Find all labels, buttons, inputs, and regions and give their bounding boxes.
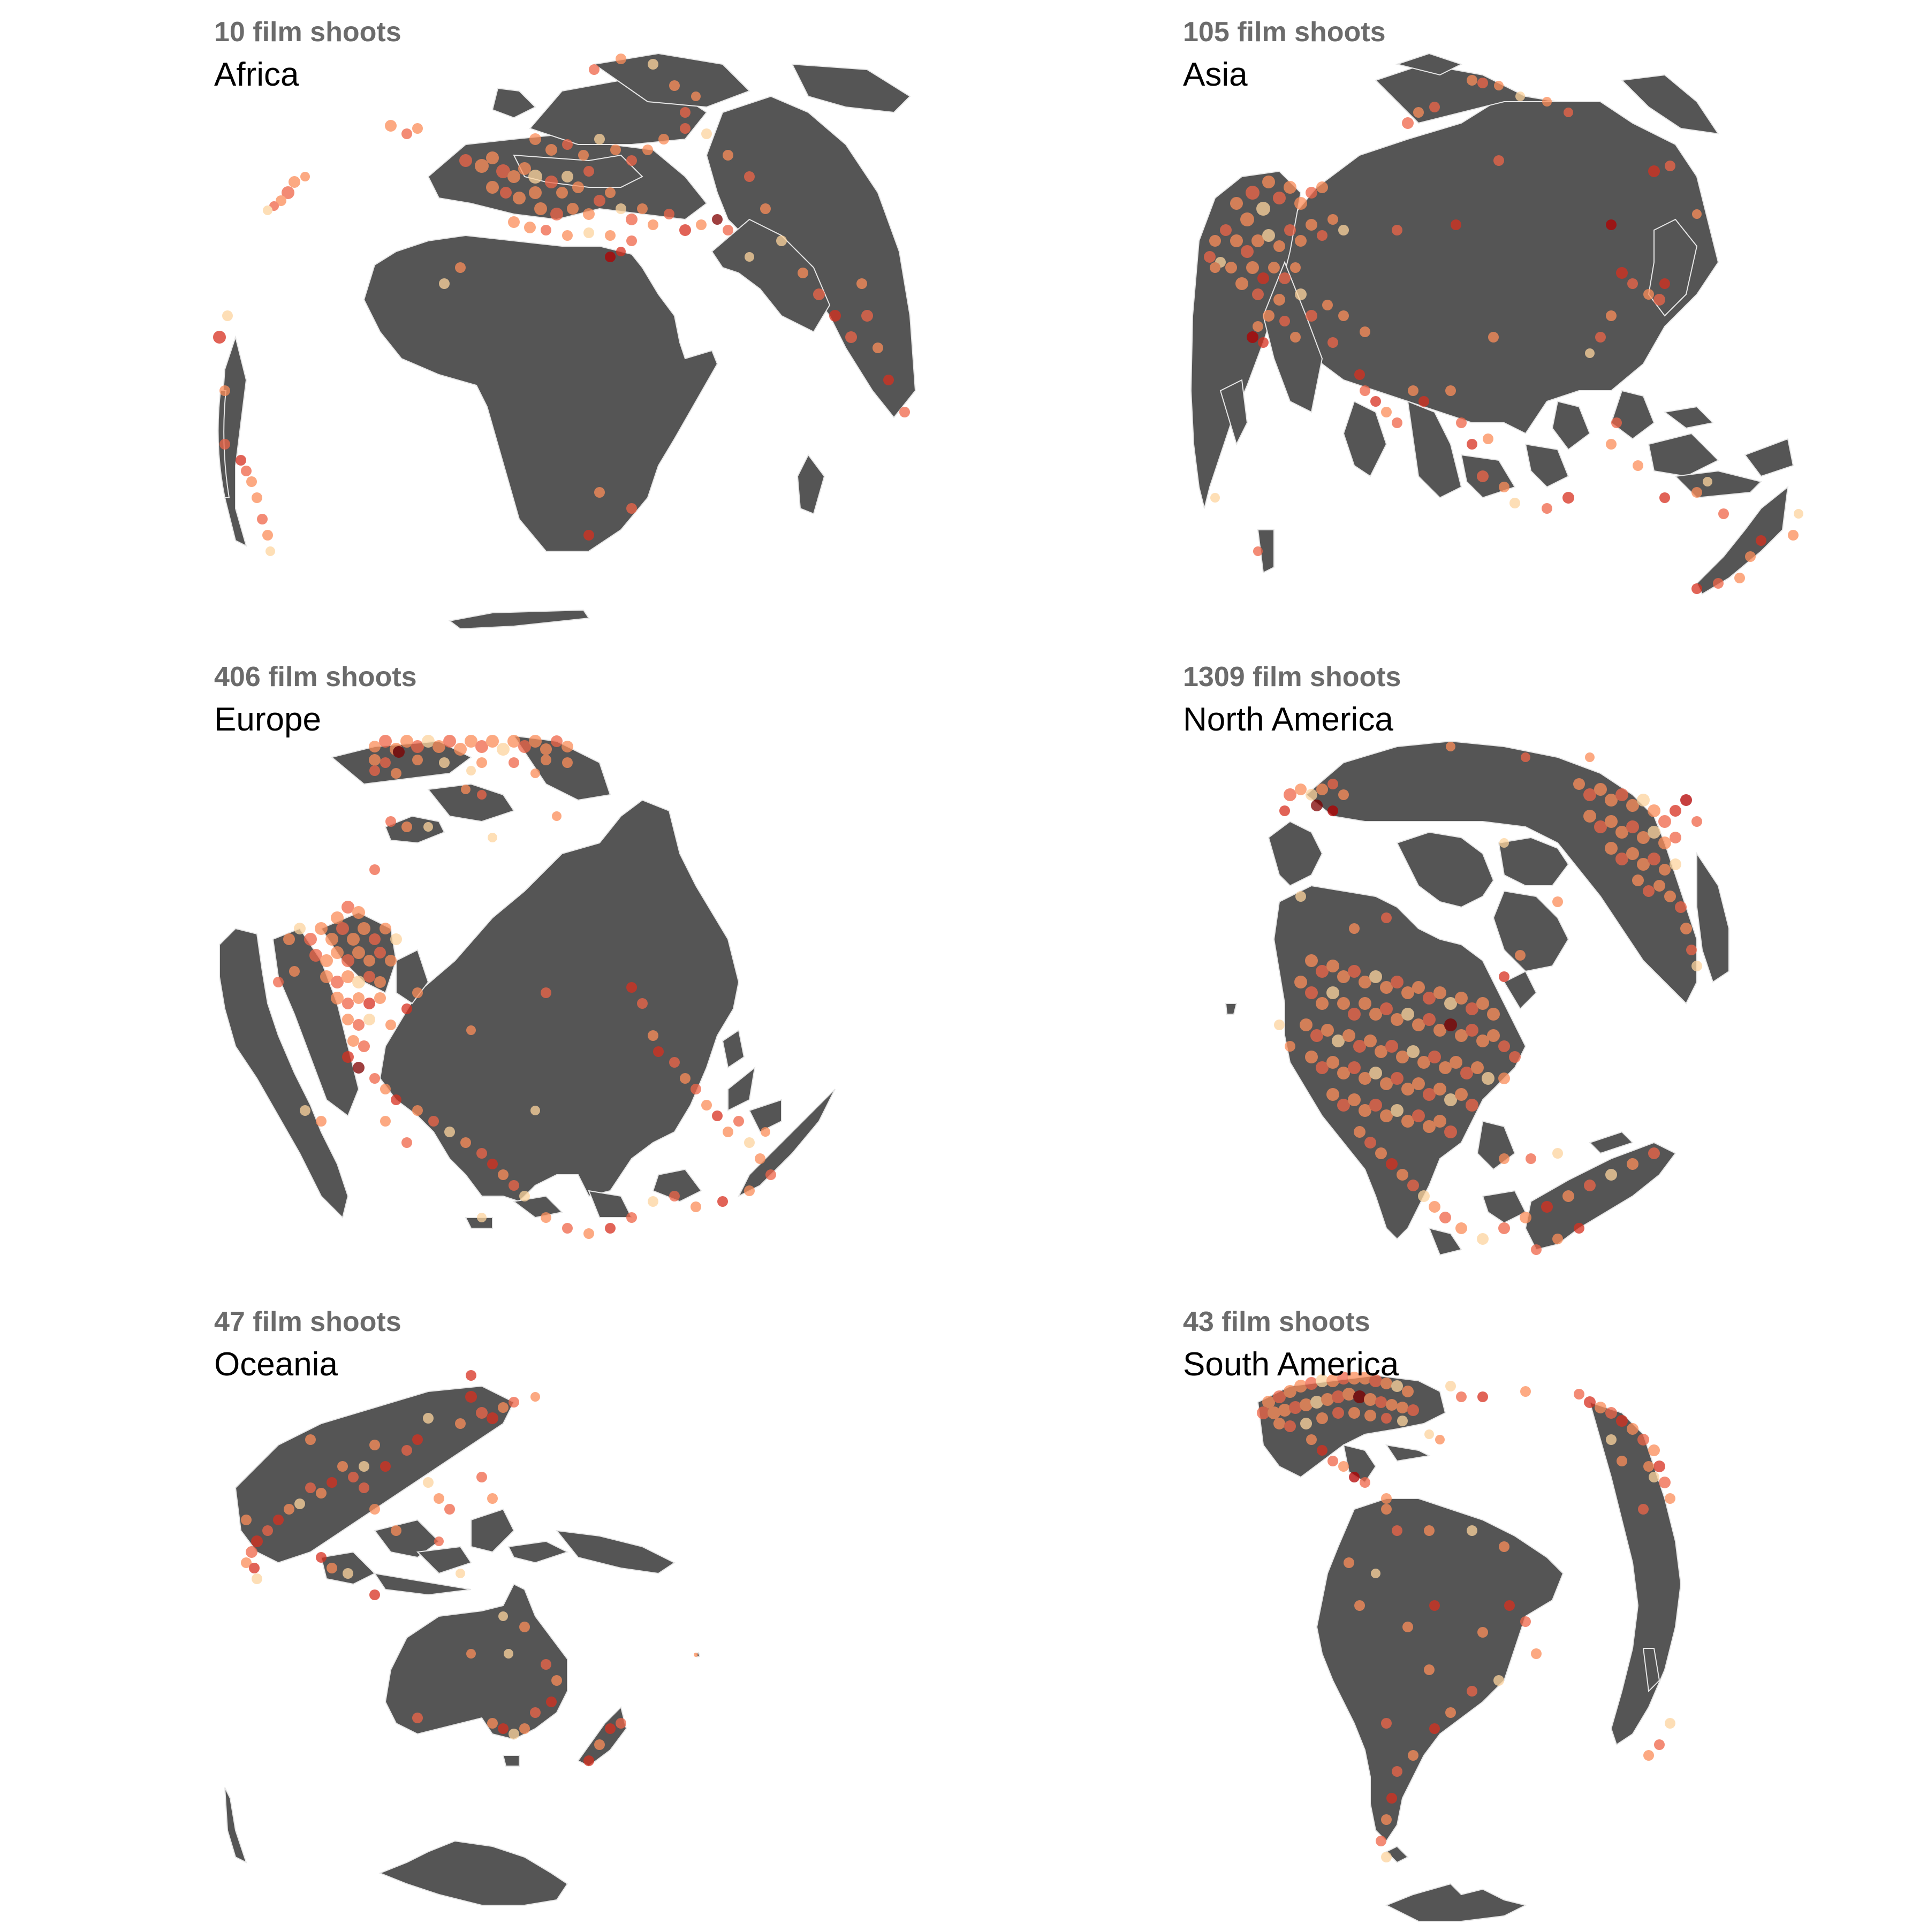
film-shoot-count: 43 film shoots — [1183, 1306, 1370, 1337]
film-shoot-points — [1257, 1372, 1675, 1862]
film-shoot-points — [273, 735, 776, 1239]
panel-asia: 105 film shoots Asia — [1183, 16, 1803, 642]
film-shoot-points — [213, 54, 910, 556]
region-title: Africa — [214, 56, 299, 93]
globe-map — [1190, 52, 1803, 595]
panel-europe: 406 film shoots Europe — [214, 661, 836, 1287]
panel-south-america: 43 film shoots South America — [1183, 1306, 1772, 1932]
globe-map — [1257, 1372, 1682, 1922]
film-shoot-count: 47 film shoots — [214, 1306, 401, 1337]
region-title: Asia — [1183, 56, 1248, 93]
film-shoot-count: 1309 film shoots — [1183, 661, 1401, 693]
panel-africa: 10 film shoots Africa — [213, 16, 916, 642]
region-title: Europe — [214, 701, 321, 738]
film-shoot-count: 406 film shoots — [214, 661, 417, 693]
globe-map — [224, 1370, 701, 1906]
film-shoot-points — [1204, 75, 1803, 594]
film-shoot-points — [1274, 742, 1702, 1255]
region-title: South America — [1183, 1346, 1399, 1383]
globe-map — [213, 52, 916, 630]
film-shoot-points — [241, 1370, 698, 1766]
film-shoot-count: 10 film shoots — [214, 17, 401, 48]
film-shoot-count: 105 film shoots — [1183, 17, 1386, 48]
globe-map — [1225, 740, 1729, 1256]
region-title: North America — [1183, 701, 1393, 738]
panel-north-america: 1309 film shoots North America — [1183, 661, 1772, 1287]
panel-oceania: 47 film shoots Oceania — [214, 1306, 803, 1932]
globe-map — [219, 735, 836, 1239]
region-title: Oceania — [214, 1346, 338, 1383]
